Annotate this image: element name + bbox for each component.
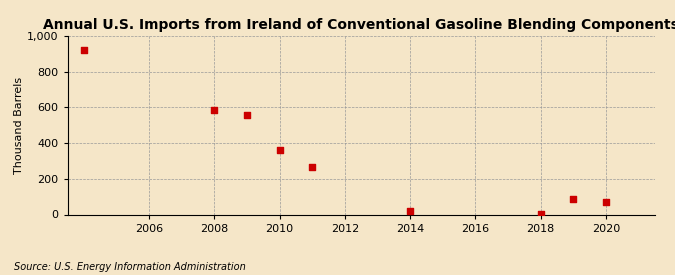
Title: Annual U.S. Imports from Ireland of Conventional Gasoline Blending Components: Annual U.S. Imports from Ireland of Conv… bbox=[43, 18, 675, 32]
Point bbox=[209, 108, 220, 112]
Point bbox=[405, 209, 416, 213]
Point bbox=[242, 112, 252, 117]
Point bbox=[274, 148, 285, 152]
Point bbox=[601, 200, 612, 205]
Point bbox=[78, 48, 89, 52]
Point bbox=[568, 197, 578, 201]
Text: Source: U.S. Energy Information Administration: Source: U.S. Energy Information Administ… bbox=[14, 262, 245, 272]
Point bbox=[307, 164, 318, 169]
Point bbox=[535, 211, 546, 216]
Y-axis label: Thousand Barrels: Thousand Barrels bbox=[14, 76, 24, 174]
